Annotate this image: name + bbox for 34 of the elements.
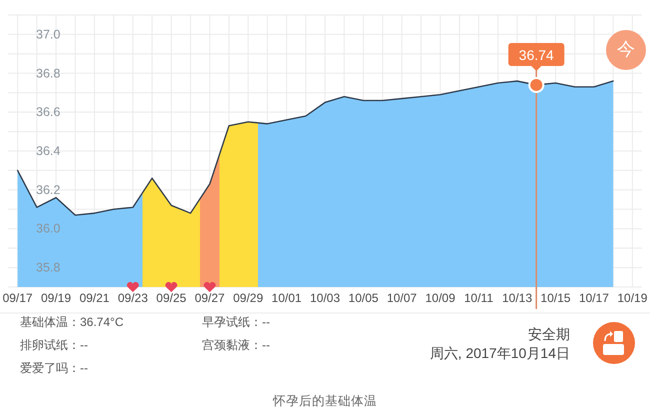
text: 爱爱了吗：-- <box>20 361 88 375</box>
annotation: 36.74 <box>518 46 554 63</box>
x-tick-label: 10/11 <box>464 291 494 305</box>
y-tick-label: 37.0 <box>36 27 60 42</box>
x-tick-label: 09/25 <box>156 291 187 305</box>
x-tick-label: 10/19 <box>617 291 648 305</box>
x-tick-label: 10/07 <box>386 291 418 305</box>
y-tick-label: 36.2 <box>36 182 60 197</box>
text: 宫颈黏液：-- <box>202 338 270 352</box>
x-tick-label: 10/15 <box>540 291 571 305</box>
y-tick-label: 36.6 <box>36 105 60 120</box>
text: 安全期 <box>528 326 570 342</box>
x-tick-label: 09/29 <box>233 291 264 305</box>
x-tick-label: 09/21 <box>79 291 110 305</box>
text: 周六, 2017年10月14日 <box>430 345 570 361</box>
x-tick-label: 09/17 <box>2 291 33 305</box>
x-tick-label: 09/27 <box>194 291 226 305</box>
x-tick-label: 09/19 <box>41 291 72 305</box>
text: 怀孕后的基础体温 <box>272 394 377 408</box>
annotation: 今 <box>617 39 635 59</box>
x-tick-label: 09/23 <box>118 291 148 305</box>
y-tick-label: 35.8 <box>36 260 60 275</box>
y-tick-label: 36.0 <box>36 222 60 236</box>
x-tick-label: 10/05 <box>348 291 379 305</box>
x-tick-label: 10/09 <box>425 291 456 305</box>
x-tick-label: 10/03 <box>310 291 340 305</box>
y-tick-label: 36.4 <box>36 144 60 158</box>
x-tick-label: 10/17 <box>578 291 610 305</box>
text: 早孕试纸：-- <box>202 315 270 329</box>
y-tick-label: 36.8 <box>36 66 60 80</box>
x-tick-label: 10/13 <box>502 291 532 305</box>
text: 排卵试纸：-- <box>20 338 88 352</box>
text: 基础体温：36.74°C <box>20 315 124 329</box>
x-tick-label: 10/01 <box>272 291 302 305</box>
